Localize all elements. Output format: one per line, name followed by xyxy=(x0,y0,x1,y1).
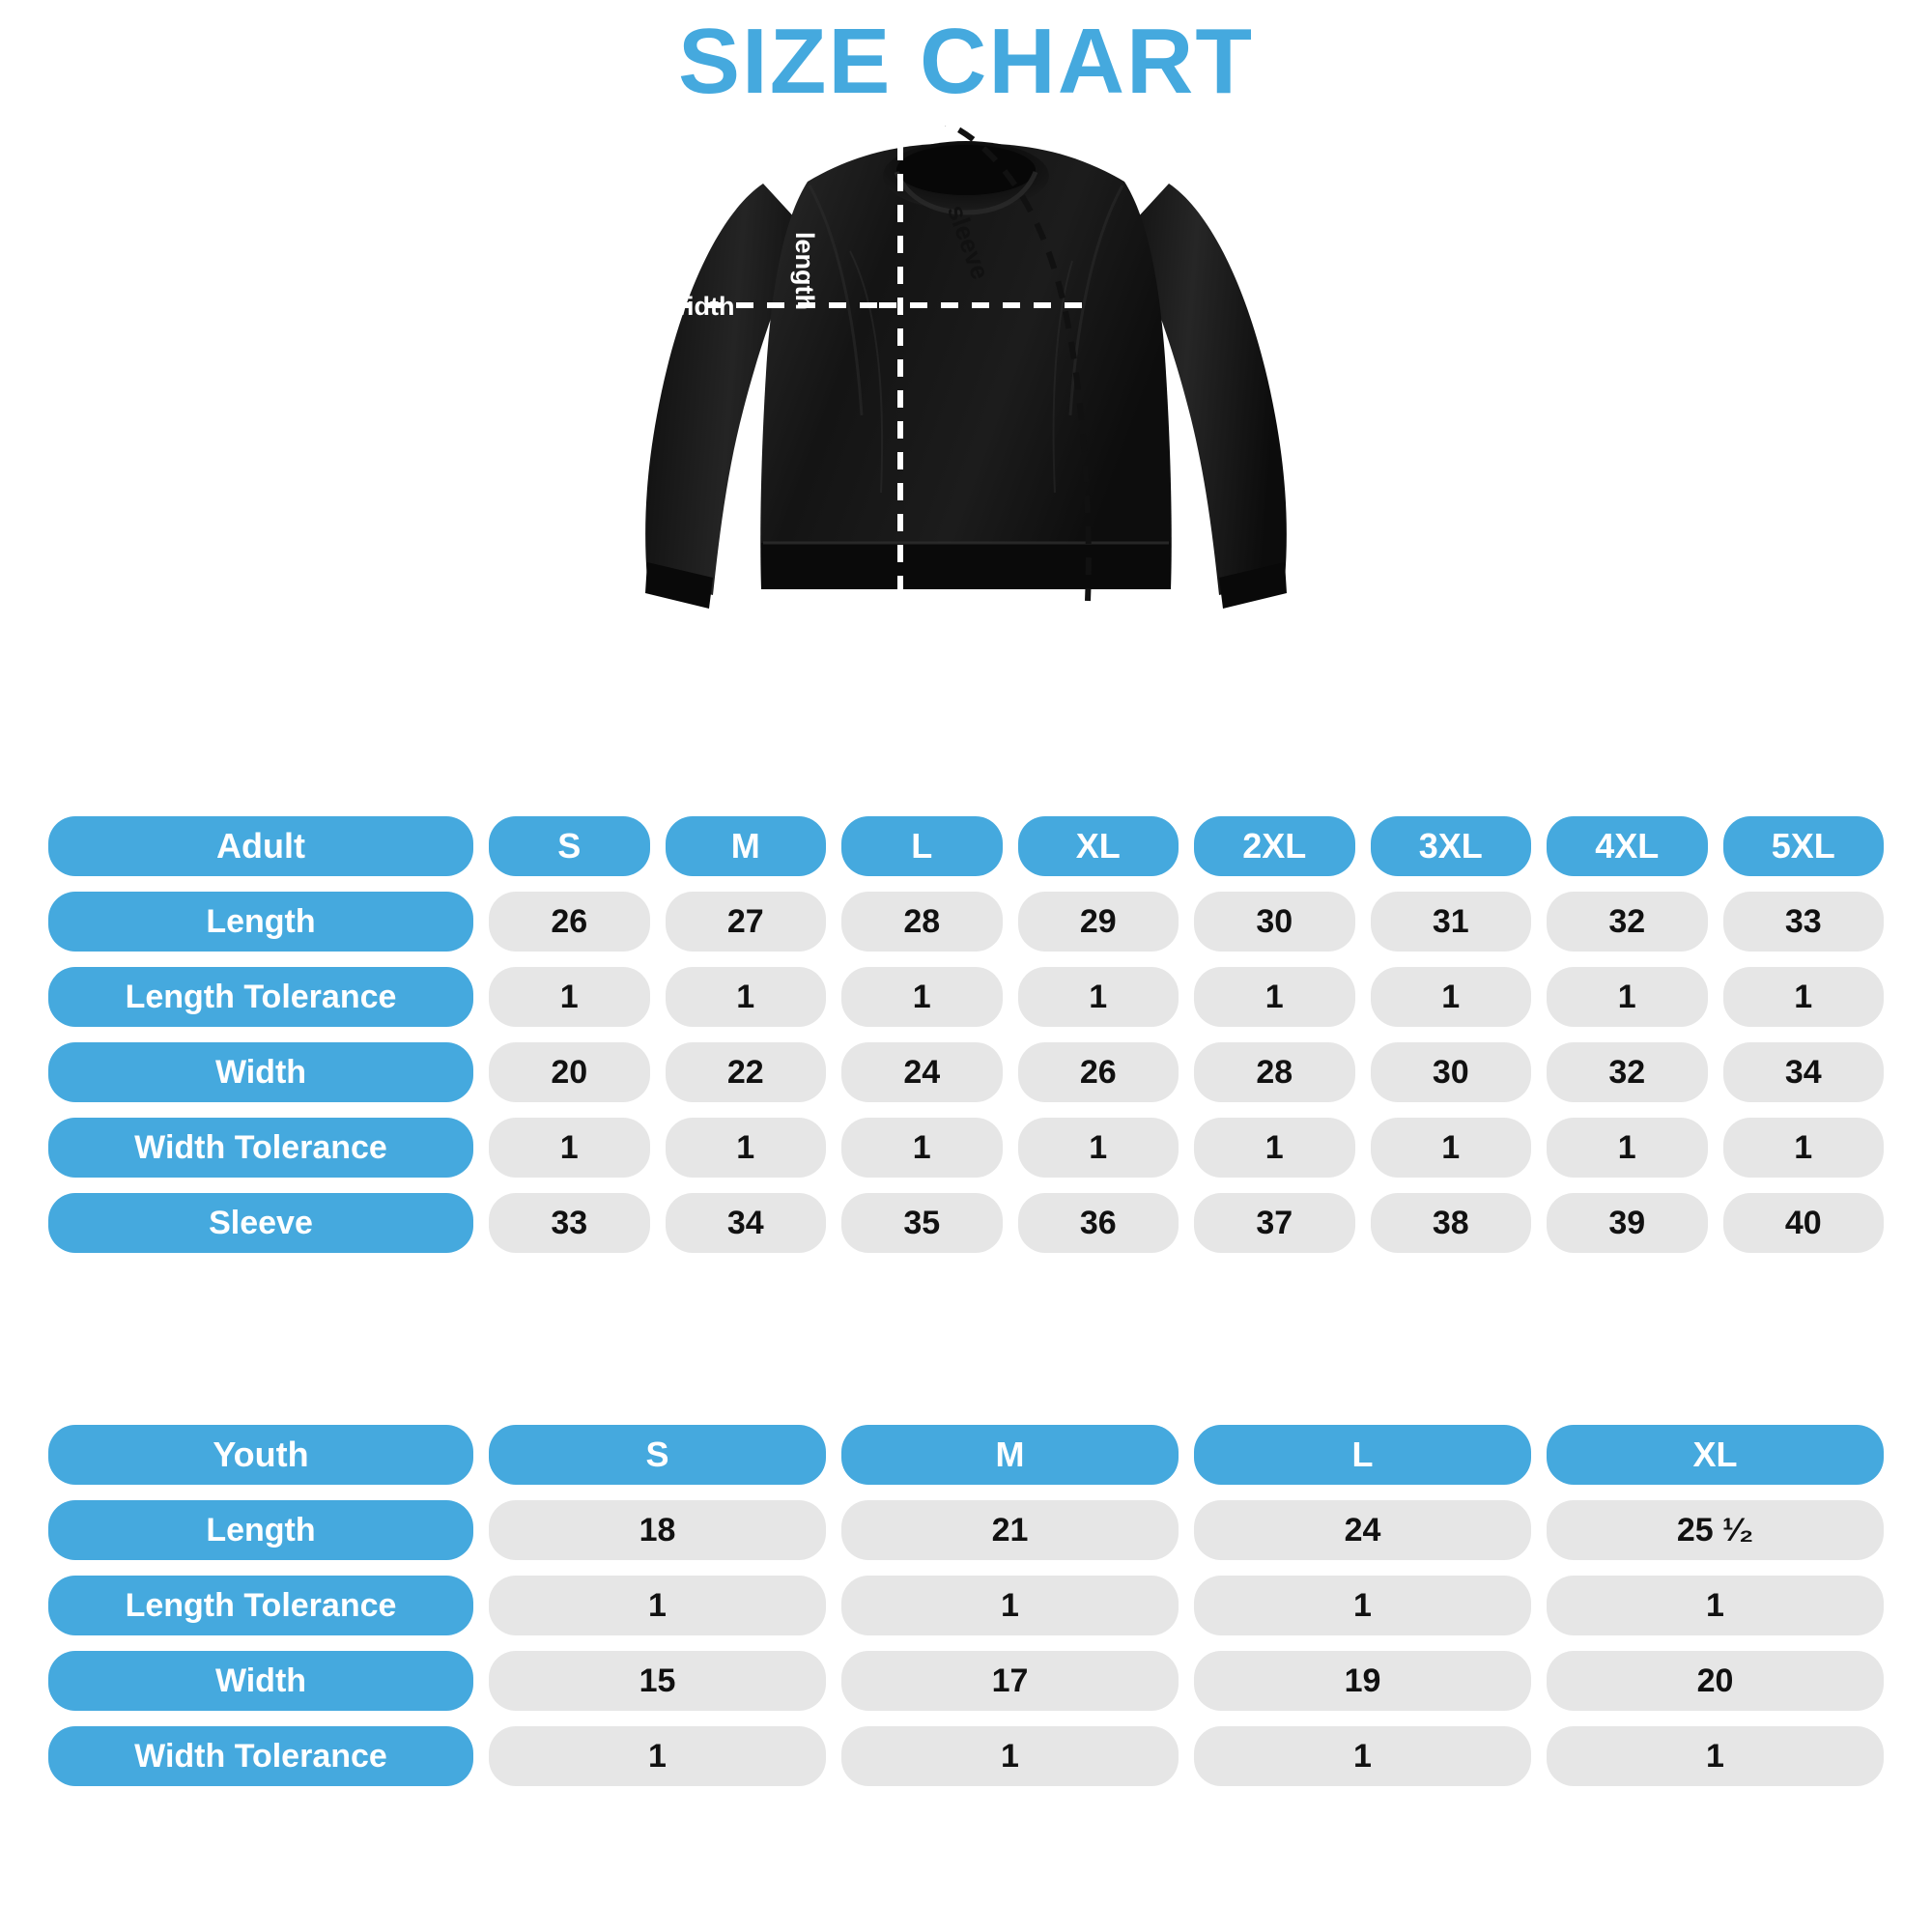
table-cell: 33 xyxy=(489,1193,650,1253)
table-cell: 1 xyxy=(1194,1118,1355,1178)
table-cell: 30 xyxy=(1370,1042,1531,1102)
page-title: SIZE CHART xyxy=(678,10,1254,113)
youth-size-table: Youth S M L XL Length 18 21 24 25 ¹⁄₂ Le… xyxy=(48,1425,1884,1802)
table-cell: 1 xyxy=(489,1576,826,1635)
row-label-width: Width xyxy=(48,1042,473,1102)
adult-size-header-l[interactable]: L xyxy=(841,816,1003,876)
table-row: Sleeve 33 34 35 36 37 38 39 40 xyxy=(48,1193,1884,1253)
table-cell: 39 xyxy=(1547,1193,1708,1253)
table-cell: 38 xyxy=(1370,1193,1531,1253)
row-label-sleeve: Sleeve xyxy=(48,1193,473,1253)
table-cell: 28 xyxy=(841,892,1003,952)
table-cell: 32 xyxy=(1547,1042,1708,1102)
table-cell: 17 xyxy=(841,1651,1179,1711)
table-cell: 1 xyxy=(1017,1118,1179,1178)
youth-corner-label: Youth xyxy=(48,1425,473,1485)
table-cell: 34 xyxy=(665,1193,826,1253)
table-cell: 1 xyxy=(841,967,1003,1027)
table-cell: 24 xyxy=(1194,1500,1531,1560)
table-row: Width Tolerance 1 1 1 1 xyxy=(48,1726,1884,1786)
table-cell: 1 xyxy=(1194,967,1355,1027)
table-cell: 35 xyxy=(841,1193,1003,1253)
table-cell: 33 xyxy=(1722,892,1884,952)
table-cell: 37 xyxy=(1194,1193,1355,1253)
row-label-width-tolerance: Width Tolerance xyxy=(48,1726,473,1786)
youth-size-header-s[interactable]: S xyxy=(489,1425,826,1485)
table-cell: 1 xyxy=(1722,967,1884,1027)
table-cell: 1 xyxy=(665,967,826,1027)
table-cell: 36 xyxy=(1017,1193,1179,1253)
table-cell: 31 xyxy=(1370,892,1531,952)
row-label-length-tolerance: Length Tolerance xyxy=(48,1576,473,1635)
table-cell: 24 xyxy=(841,1042,1003,1102)
adult-size-header-s[interactable]: S xyxy=(489,816,650,876)
adult-size-header-4xl[interactable]: 4XL xyxy=(1547,816,1708,876)
sweatshirt-graphic xyxy=(643,126,1287,609)
table-cell: 40 xyxy=(1722,1193,1884,1253)
row-label-width-tolerance: Width Tolerance xyxy=(48,1118,473,1178)
adult-size-header-3xl[interactable]: 3XL xyxy=(1370,816,1531,876)
table-cell: 21 xyxy=(841,1500,1179,1560)
adult-size-header-xl[interactable]: XL xyxy=(1017,816,1179,876)
table-cell: 26 xyxy=(1017,1042,1179,1102)
table-cell: 29 xyxy=(1017,892,1179,952)
table-cell: 1 xyxy=(1017,967,1179,1027)
table-row: Width Tolerance 1 1 1 1 1 1 1 1 xyxy=(48,1118,1884,1178)
youth-size-header-m[interactable]: M xyxy=(841,1425,1179,1485)
table-row: Length 26 27 28 29 30 31 32 33 xyxy=(48,892,1884,952)
table-row: Length Tolerance 1 1 1 1 xyxy=(48,1576,1884,1635)
row-label-length-tolerance: Length Tolerance xyxy=(48,967,473,1027)
table-cell: 1 xyxy=(1547,1576,1884,1635)
table-cell: 22 xyxy=(665,1042,826,1102)
adult-size-header-2xl[interactable]: 2XL xyxy=(1194,816,1355,876)
table-row: Length Tolerance 1 1 1 1 1 1 1 1 xyxy=(48,967,1884,1027)
youth-size-header-l[interactable]: L xyxy=(1194,1425,1531,1485)
width-measure-label: width xyxy=(667,292,735,321)
table-cell: 1 xyxy=(1547,1726,1884,1786)
table-cell: 34 xyxy=(1722,1042,1884,1102)
adult-size-header-m[interactable]: M xyxy=(665,816,826,876)
table-cell: 1 xyxy=(665,1118,826,1178)
table-cell: 28 xyxy=(1194,1042,1355,1102)
table-cell: 1 xyxy=(489,1118,650,1178)
table-cell: 20 xyxy=(489,1042,650,1102)
length-measure-label: length xyxy=(790,232,819,310)
table-cell: 1 xyxy=(1547,1118,1708,1178)
youth-header-row: Youth S M L XL xyxy=(48,1425,1884,1485)
table-cell: 1 xyxy=(1547,967,1708,1027)
table-cell: 25 ¹⁄₂ xyxy=(1547,1500,1884,1560)
table-cell: 1 xyxy=(841,1726,1179,1786)
table-cell: 32 xyxy=(1547,892,1708,952)
adult-size-table: Adult S M L XL 2XL 3XL 4XL 5XL Length 26… xyxy=(48,816,1884,1268)
table-cell: 27 xyxy=(665,892,826,952)
adult-header-row: Adult S M L XL 2XL 3XL 4XL 5XL xyxy=(48,816,1884,876)
table-cell: 26 xyxy=(489,892,650,952)
table-row: Length 18 21 24 25 ¹⁄₂ xyxy=(48,1500,1884,1560)
row-label-length: Length xyxy=(48,1500,473,1560)
table-cell: 1 xyxy=(841,1118,1003,1178)
table-cell: 1 xyxy=(1194,1726,1531,1786)
table-cell: 1 xyxy=(489,967,650,1027)
adult-corner-label: Adult xyxy=(48,816,473,876)
row-label-width: Width xyxy=(48,1651,473,1711)
table-cell: 1 xyxy=(1194,1576,1531,1635)
table-row: Width 15 17 19 20 xyxy=(48,1651,1884,1711)
table-row: Width 20 22 24 26 28 30 32 34 xyxy=(48,1042,1884,1102)
table-cell: 1 xyxy=(1370,1118,1531,1178)
table-cell: 18 xyxy=(489,1500,826,1560)
table-cell: 15 xyxy=(489,1651,826,1711)
table-cell: 1 xyxy=(489,1726,826,1786)
table-cell: 30 xyxy=(1194,892,1355,952)
garment-illustration: width length sleeve xyxy=(618,126,1314,638)
table-cell: 1 xyxy=(1370,967,1531,1027)
adult-size-header-5xl[interactable]: 5XL xyxy=(1722,816,1884,876)
youth-size-header-xl[interactable]: XL xyxy=(1547,1425,1884,1485)
table-cell: 1 xyxy=(1722,1118,1884,1178)
table-cell: 20 xyxy=(1547,1651,1884,1711)
table-cell: 1 xyxy=(841,1576,1179,1635)
table-cell: 19 xyxy=(1194,1651,1531,1711)
row-label-length: Length xyxy=(48,892,473,952)
